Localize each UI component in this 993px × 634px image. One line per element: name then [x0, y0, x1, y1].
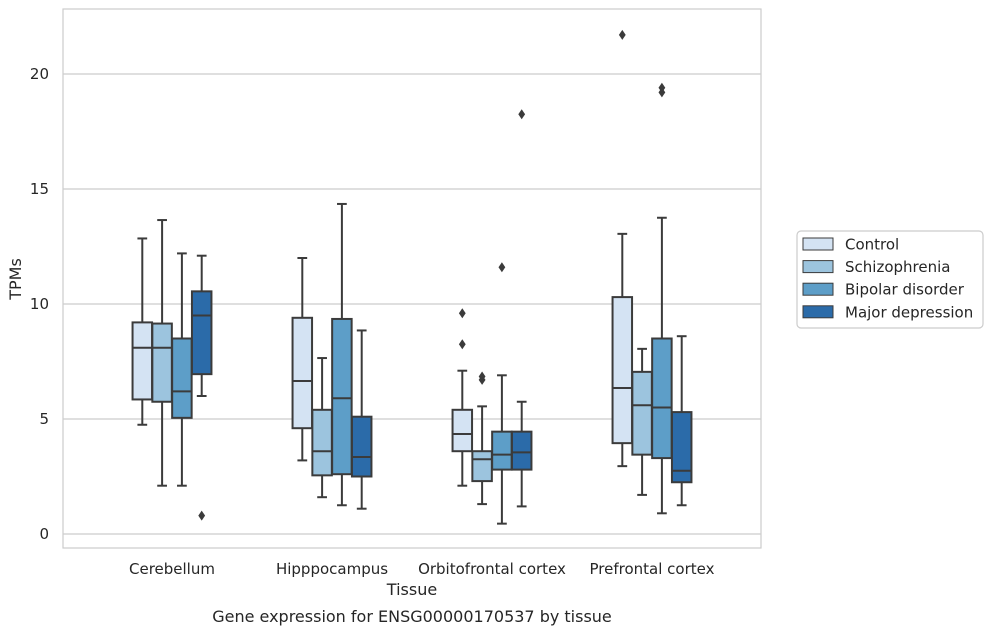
legend-swatch — [802, 305, 834, 319]
y-tick-label: 0 — [39, 525, 49, 543]
box-group — [131, 237, 154, 426]
x-tick-label: Orbitofrontal cortex — [418, 560, 566, 578]
box-group — [471, 371, 493, 506]
outlier-point — [618, 29, 626, 40]
box-group — [451, 308, 474, 487]
box-group — [331, 202, 353, 507]
box-group — [171, 252, 193, 487]
box — [651, 337, 673, 460]
legend-label: Major depression — [845, 303, 973, 321]
box — [131, 321, 154, 401]
chart-caption: Gene expression for ENSG00000170537 by t… — [212, 607, 612, 626]
box-group — [491, 262, 513, 525]
legend-label: Schizophrenia — [845, 258, 950, 276]
outlier-point — [458, 308, 466, 319]
plot-area-frame — [62, 8, 762, 549]
box — [151, 322, 173, 403]
box — [291, 316, 314, 430]
x-tick-label: Hipppocampus — [276, 560, 388, 578]
box-group — [651, 82, 673, 515]
box-group — [670, 335, 693, 507]
box — [331, 317, 353, 476]
x-axis-title: Tissue — [386, 580, 437, 599]
outlier-point — [518, 109, 526, 120]
y-tick-label: 5 — [39, 410, 49, 428]
x-tick-labels: Cerebellum Hipppocampus Orbitofrontal cort… — [129, 560, 715, 578]
box — [670, 411, 693, 484]
box — [510, 430, 533, 471]
box-group — [311, 357, 333, 499]
box-group — [510, 109, 533, 508]
box — [171, 337, 193, 419]
box — [190, 290, 213, 376]
y-tick-label: 20 — [30, 65, 49, 83]
x-tick-label: Prefrontal cortex — [590, 560, 715, 578]
box-group — [291, 257, 314, 462]
y-tick-label: 10 — [30, 295, 49, 313]
y-tick-labels: 0 5 10 15 20 — [30, 65, 49, 543]
legend-frame — [796, 230, 984, 329]
legend-swatch — [802, 282, 834, 296]
y-tick-label: 15 — [30, 180, 49, 198]
outlier-point — [478, 371, 486, 382]
legend-label: Bipolar disorder — [845, 281, 965, 299]
box — [350, 415, 373, 478]
outlier-point — [498, 262, 506, 273]
outlier-point — [458, 339, 466, 350]
box — [471, 450, 493, 483]
box-plots — [131, 29, 693, 525]
y-axis-title: TPMs — [6, 258, 25, 301]
legend-swatch — [802, 260, 834, 274]
box-group — [631, 347, 653, 496]
legend-swatch — [802, 237, 834, 251]
box — [311, 408, 333, 477]
grid-lines — [63, 73, 761, 535]
outlier-point — [198, 510, 206, 521]
x-tick-label: Cerebellum — [129, 560, 215, 578]
legend-label: Control — [845, 236, 899, 254]
box — [631, 370, 653, 456]
box-group — [190, 254, 213, 521]
box-group — [350, 329, 373, 510]
outlier-point — [658, 82, 666, 93]
legend: Control Schizophrenia Bipolar disorder Majo… — [796, 230, 984, 329]
box-group — [611, 29, 634, 468]
box — [451, 408, 474, 453]
box — [491, 430, 513, 471]
box — [611, 296, 634, 445]
box-group — [151, 219, 173, 487]
